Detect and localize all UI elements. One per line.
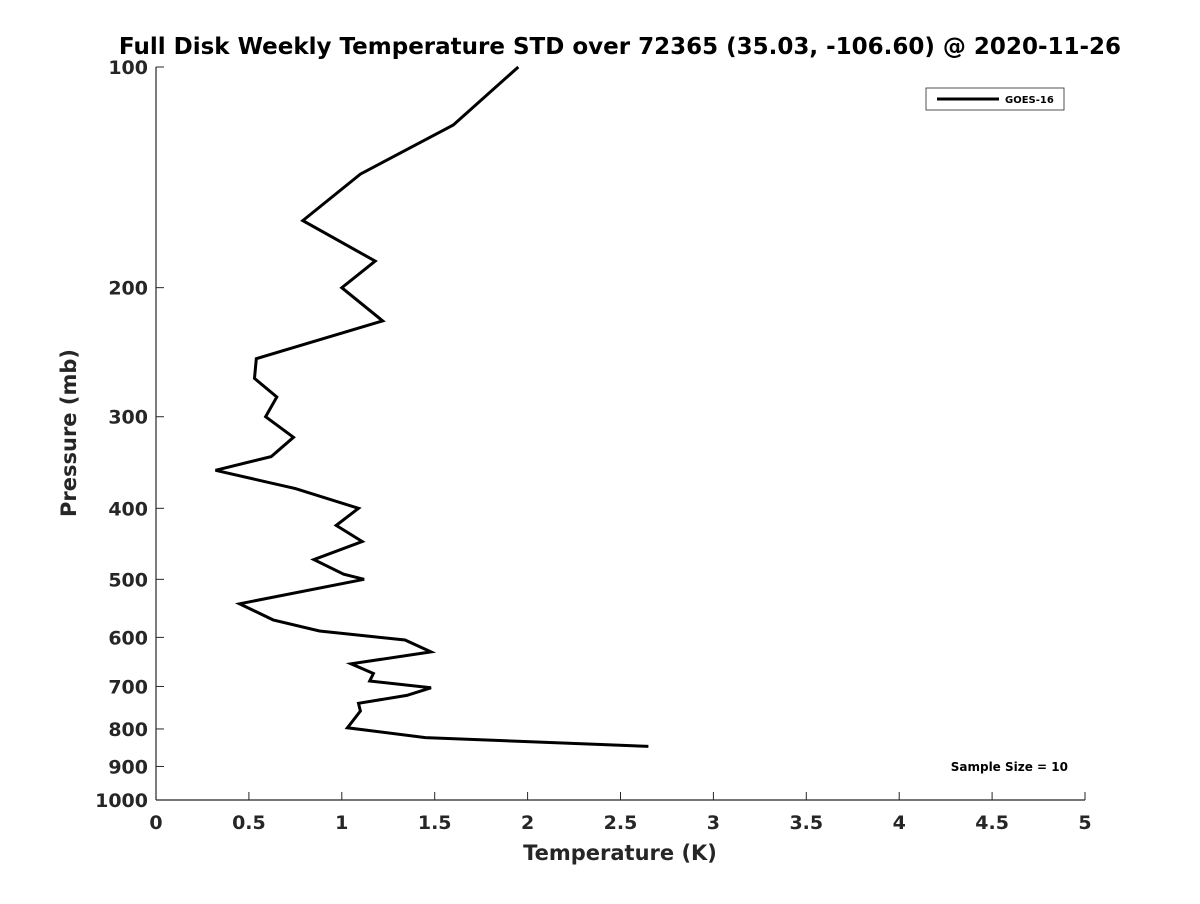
x-axis-label: Temperature (K) (523, 841, 717, 865)
y-tick-label: 1000 (95, 790, 148, 812)
x-tick-label: 2.5 (604, 812, 638, 834)
x-tick-label: 3 (707, 812, 720, 834)
y-tick-label: 200 (108, 278, 148, 300)
y-tick-label: 600 (108, 627, 148, 649)
x-tick-label: 0.5 (232, 812, 266, 834)
chart-title: Full Disk Weekly Temperature STD over 72… (119, 34, 1121, 60)
y-axis-label: Pressure (mb) (57, 349, 81, 517)
y-tick-label: 800 (108, 719, 148, 741)
x-tick-label: 5 (1078, 812, 1091, 834)
y-tick-label: 300 (108, 407, 148, 429)
x-ticks: 0 0.5 1 1.5 2 2.5 3 3.5 4 4.5 5 (149, 792, 1092, 834)
sample-size-annotation: Sample Size = 10 (951, 760, 1068, 774)
y-tick-label: 100 (108, 57, 148, 79)
y-tick-label: 700 (108, 676, 148, 698)
x-tick-label: 2 (521, 812, 534, 834)
x-tick-label: 1 (335, 812, 348, 834)
x-tick-label: 4 (893, 812, 906, 834)
x-tick-label: 1.5 (418, 812, 452, 834)
y-ticks: 100 200 300 400 500 600 700 800 900 1000 (95, 57, 164, 812)
plot-axes (155, 67, 1085, 801)
x-tick-label: 3.5 (789, 812, 823, 834)
y-tick-label: 900 (108, 756, 148, 778)
legend: GOES-16 (925, 87, 1065, 111)
legend-label-goes-16: GOES-16 (1005, 95, 1054, 106)
series-line-goes-16 (215, 65, 649, 748)
x-tick-label: 4.5 (975, 812, 1009, 834)
series-layer (215, 65, 649, 748)
x-tick-label: 0 (149, 812, 162, 834)
y-tick-label: 500 (108, 569, 148, 591)
y-tick-label: 400 (108, 498, 148, 520)
